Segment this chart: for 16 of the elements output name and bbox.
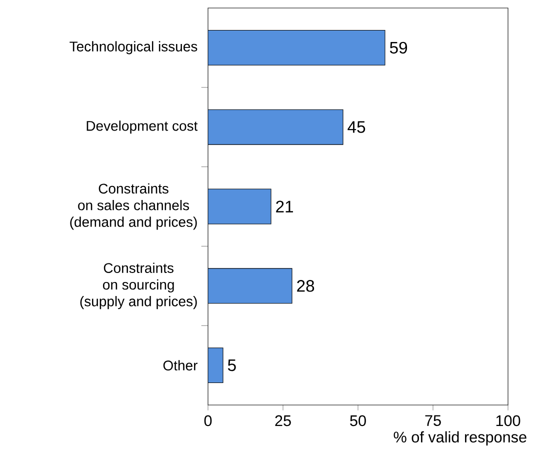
data-label: 28 (297, 280, 314, 292)
data-label: 45 (348, 121, 366, 133)
y-tick-label: Constraints on sales channels (demand and prices) (70, 183, 197, 230)
x-tick-label: 0 (204, 415, 212, 426)
x-tick-label: 50 (350, 415, 366, 426)
data-label: 21 (276, 200, 293, 212)
x-tick-label: 25 (275, 415, 291, 426)
y-tick-label: Development cost (86, 120, 198, 134)
x-tick-label: 75 (425, 415, 441, 426)
data-label: 5 (228, 359, 236, 372)
x-tick-label: 100 (496, 415, 520, 426)
y-tick-label: Other (163, 360, 198, 370)
y-tick-label: Constraints on sourcing (supply and prices) (80, 262, 197, 310)
x-axis-title: % of valid response (394, 431, 526, 446)
data-label: 59 (390, 42, 408, 54)
y-tick-label: Technological issues (70, 41, 198, 54)
